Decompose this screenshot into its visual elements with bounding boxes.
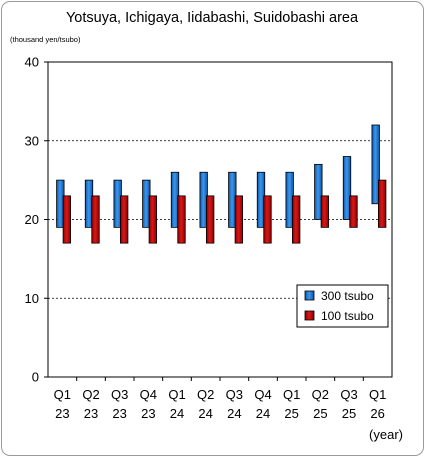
x-tick-label-quarter: Q3 (111, 387, 128, 402)
bar-100-tsubo-Q4-23 (148, 195, 157, 244)
x-tick-label-quarter: Q1 (54, 387, 71, 402)
x-tick-label-quarter: Q1 (283, 387, 300, 402)
bar-100-tsubo-Q4-24 (263, 195, 272, 244)
legend-swatch-300-tsubo (304, 290, 315, 301)
bar-100-tsubo-Q1-24 (177, 195, 186, 244)
legend-label-300-tsubo: 300 tsubo (321, 289, 374, 303)
bars (56, 124, 387, 244)
x-tick-label-year: 23 (141, 406, 155, 421)
legend-swatch-100-tsubo (304, 310, 315, 321)
bar-100-tsubo-Q1-25 (292, 195, 301, 244)
bar-100-tsubo-Q2-23 (91, 195, 100, 244)
gridlines (48, 140, 392, 299)
x-tick-label-quarter: Q2 (197, 387, 214, 402)
bar-100-tsubo-Q3-25 (349, 195, 358, 228)
unit-label: (thousand yen/tsubo) (10, 35, 81, 44)
bar-100-tsubo-Q1-26 (378, 179, 387, 228)
x-tick-label-quarter: Q3 (226, 387, 243, 402)
x-tick-label-quarter: Q4 (140, 387, 157, 402)
y-tick-label-20: 20 (25, 212, 39, 227)
x-tick-label-year: 24 (256, 406, 270, 421)
x-tick-label-quarter: Q2 (312, 387, 329, 402)
x-tick-label-quarter: Q3 (340, 387, 357, 402)
x-tick-label-year: 23 (84, 406, 98, 421)
bar-300-tsubo-Q3-25 (342, 156, 352, 220)
bar-100-tsubo-Q3-24 (234, 195, 243, 244)
bar-300-tsubo-Q1-26 (371, 124, 380, 205)
x-tick-label-year: 24 (227, 406, 241, 421)
chart-title: Yotsuya, Ichigaya, Iidabashi, Suidobashi… (66, 10, 359, 26)
x-tick-label-year: 25 (313, 406, 327, 421)
x-axis-unit-label: (year) (369, 427, 403, 442)
x-axis: Q1 23 Q2 23 Q3 23 Q4 23 Q1 24 Q2 24 Q3 24 Q4 24 Q1 25 Q2 25… (54, 377, 386, 421)
x-tick-label-quarter: Q1 (168, 387, 185, 402)
x-tick-label-year: 23 (112, 406, 126, 421)
bar-300-tsubo-Q2-25 (314, 163, 323, 220)
x-tick-label-quarter: Q2 (82, 387, 99, 402)
legend: 300 tsubo 100 tsubo (296, 284, 389, 328)
y-tick-label-0: 0 (32, 370, 39, 385)
legend-label-100-tsubo: 100 tsubo (321, 309, 374, 323)
bar-100-tsubo-Q1-23 (62, 195, 71, 244)
x-tick-label-year: 25 (284, 406, 298, 421)
x-tick-label-year: 25 (342, 406, 356, 421)
x-tick-label-year: 23 (55, 406, 69, 421)
bar-100-tsubo-Q3-23 (120, 195, 129, 244)
x-tick-label-year: 24 (198, 406, 212, 421)
x-tick-label-quarter: Q1 (369, 387, 386, 402)
x-tick-label-year: 24 (170, 406, 184, 421)
x-tick-label-year: 26 (370, 406, 384, 421)
y-tick-label-30: 30 (25, 133, 39, 148)
bar-100-tsubo-Q2-25 (320, 195, 329, 228)
y-tick-label-40: 40 (25, 55, 39, 70)
y-tick-label-10: 10 (25, 291, 39, 306)
x-tick-label-quarter: Q4 (254, 387, 271, 402)
bar-100-tsubo-Q2-24 (206, 195, 215, 244)
